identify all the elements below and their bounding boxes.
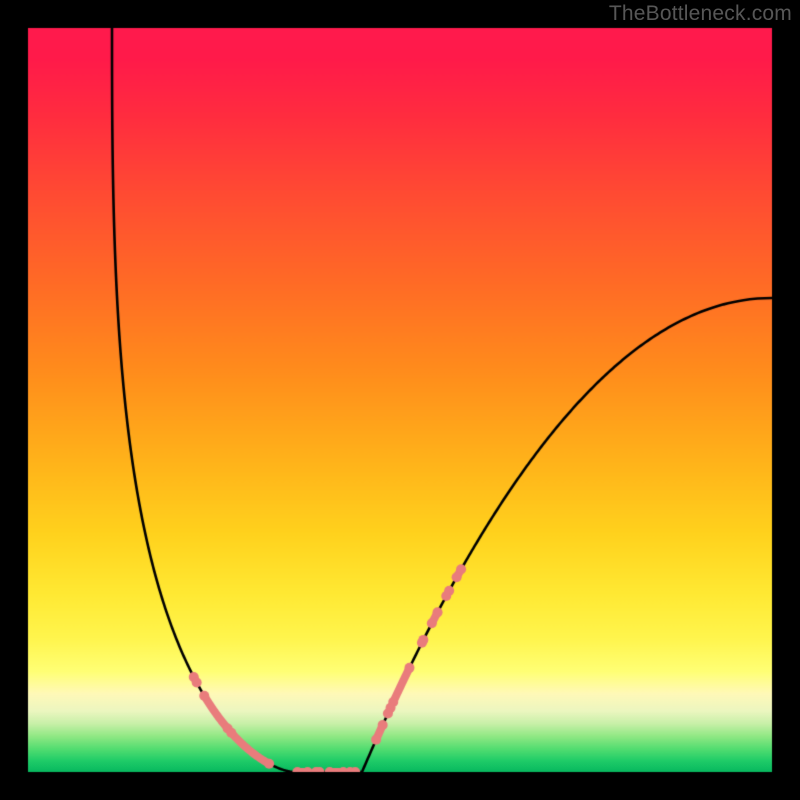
watermark-text: TheBottleneck.com [609,2,792,26]
chart-container: TheBottleneck.com [0,0,800,800]
chart-canvas [0,0,800,800]
